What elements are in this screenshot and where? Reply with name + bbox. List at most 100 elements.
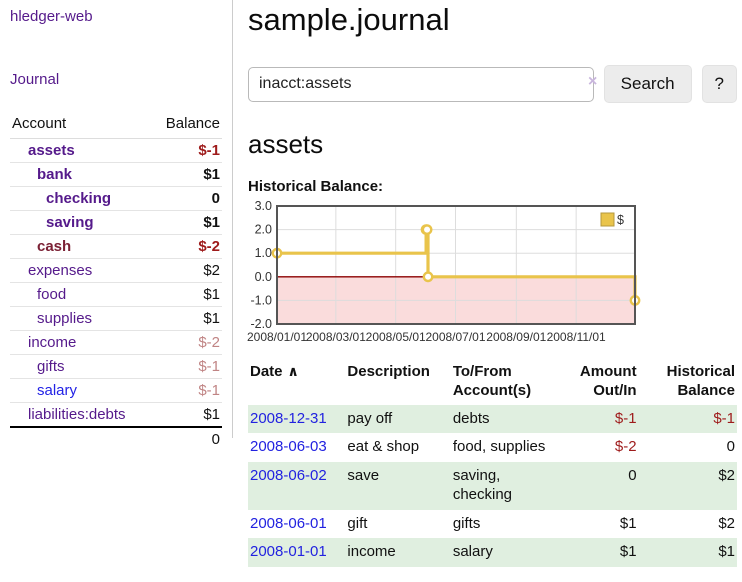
data-point-marker bbox=[421, 224, 433, 236]
x-axis-tick-label: 2008/07/01 bbox=[425, 330, 485, 344]
transaction-accounts: saving, checking bbox=[452, 467, 513, 503]
sidebar-item-journal[interactable]: Journal bbox=[10, 71, 60, 88]
page-title: sample.journal bbox=[248, 2, 450, 37]
sidebar-account-link[interactable]: checking bbox=[46, 190, 112, 207]
x-axis-tick-label: 2008/01/01 bbox=[247, 330, 307, 344]
accounts-column-header: To/From Account(s) bbox=[452, 363, 532, 399]
legend-swatch bbox=[600, 212, 615, 227]
sidebar-account-link[interactable]: salary bbox=[37, 382, 78, 399]
transaction-accounts: gifts bbox=[452, 514, 481, 532]
transaction-balance: $2 bbox=[718, 467, 735, 484]
app-title-link[interactable]: hledger-web bbox=[10, 8, 93, 25]
sort-ascending-icon: ∧ bbox=[287, 363, 299, 379]
account-balance-value: $-1 bbox=[150, 354, 222, 379]
account-balance-value: $-1 bbox=[150, 138, 222, 163]
transaction-accounts: salary bbox=[452, 543, 493, 561]
transaction-date-link[interactable]: 2008-06-02 bbox=[250, 467, 327, 484]
search-input[interactable] bbox=[248, 66, 594, 102]
account-column-header: Account bbox=[10, 111, 151, 139]
sidebar-account-link[interactable]: food bbox=[37, 286, 67, 303]
y-axis-tick-label: -2.0 bbox=[250, 317, 272, 331]
account-row: salary $-1 bbox=[10, 378, 222, 403]
transaction-date-link[interactable]: 2008-06-03 bbox=[250, 438, 327, 456]
x-axis-tick-label: 2008/03/01 bbox=[306, 330, 366, 344]
y-axis-tick-label: 1.0 bbox=[255, 246, 272, 260]
sidebar-account-link[interactable]: bank bbox=[37, 166, 73, 183]
sidebar-account-link[interactable]: cash bbox=[37, 238, 72, 255]
transaction-amount: $-1 bbox=[614, 409, 637, 427]
sidebar-account-link[interactable]: supplies bbox=[37, 310, 93, 327]
account-balance-value: $-1 bbox=[150, 378, 222, 403]
y-axis-tick-label: 2.0 bbox=[255, 223, 272, 237]
clear-search-icon[interactable]: × bbox=[588, 73, 598, 90]
account-balance-value: $1 bbox=[150, 306, 222, 331]
transaction-description: income bbox=[347, 543, 396, 561]
account-row: checking 0 bbox=[10, 186, 222, 211]
sidebar-account-link[interactable]: expenses bbox=[28, 262, 93, 279]
chart-title: Historical Balance: bbox=[248, 178, 384, 195]
account-row: saving $1 bbox=[10, 210, 222, 235]
help-button[interactable]: ? bbox=[701, 65, 737, 103]
transaction-amount: 0 bbox=[628, 467, 637, 484]
transaction-description: pay off bbox=[347, 409, 393, 427]
main-content: sample.journal × Search ? assets Histori… bbox=[247, 0, 737, 567]
transaction-date-link[interactable]: 2008-01-01 bbox=[250, 543, 327, 561]
balance-column-header-main: Historical Balance bbox=[666, 363, 735, 399]
search-button[interactable]: Search bbox=[603, 65, 692, 103]
transaction-amount: $1 bbox=[619, 514, 637, 532]
amount-column-header: Amount Out/In bbox=[579, 363, 637, 399]
account-row: assets $-1 bbox=[10, 138, 222, 163]
transaction-row: 2008-06-03 eat & shop food, supplies $-2 0 bbox=[248, 433, 737, 462]
date-column-header[interactable]: Date ∧ bbox=[250, 363, 299, 380]
historical-balance-chart: $3.0 2.0 1.0 0.0 -1.0 -2.0 2008/01/01 2008/03/0… bbox=[247, 199, 737, 348]
transaction-description: gift bbox=[347, 514, 368, 532]
search-form: × Search ? bbox=[248, 65, 737, 103]
x-axis-tick-label: 2008/05/01 bbox=[366, 330, 426, 344]
account-row: cash $-2 bbox=[10, 234, 222, 259]
x-axis-tick-label: 2008/11/01 bbox=[547, 330, 606, 344]
account-total-value: 0 bbox=[150, 426, 222, 451]
x-axis-tick-label: 2008/09/01 bbox=[486, 330, 546, 344]
account-heading: assets bbox=[248, 129, 324, 159]
account-balance-value: $1 bbox=[150, 210, 222, 235]
transaction-balance: $-1 bbox=[713, 409, 735, 427]
sidebar-account-link[interactable]: gifts bbox=[37, 358, 65, 375]
account-total-row: 0 bbox=[10, 426, 222, 451]
account-balance-value: $2 bbox=[150, 258, 222, 283]
register-table: Date ∧ Description To/From Account(s) Amo… bbox=[248, 361, 737, 567]
transaction-balance: $1 bbox=[718, 543, 735, 561]
account-balance-table: Account Balance assets $-1 bank $1 checking 0… bbox=[10, 111, 222, 451]
sidebar-account-link[interactable]: income bbox=[28, 334, 77, 351]
transaction-row: 2008-06-01 gift gifts $1 $2 bbox=[248, 510, 737, 539]
sidebar: hledger-web Journal Account Balance asse… bbox=[0, 0, 233, 451]
transaction-date-link[interactable]: 2008-06-01 bbox=[250, 514, 327, 532]
data-point-marker bbox=[422, 271, 434, 283]
sidebar-account-link[interactable]: liabilities:debts bbox=[28, 406, 126, 423]
account-balance-value: $1 bbox=[150, 402, 222, 428]
transaction-amount: $-2 bbox=[614, 438, 637, 456]
sidebar-account-link[interactable]: assets bbox=[28, 142, 75, 159]
transaction-description: eat & shop bbox=[347, 438, 420, 456]
sidebar-account-link[interactable]: saving bbox=[46, 214, 94, 231]
y-axis-tick-label: 0.0 bbox=[255, 270, 272, 284]
transaction-row: 2008-06-02 save saving, checking 0 $2 bbox=[248, 462, 737, 510]
transaction-date-link[interactable]: 2008-12-31 bbox=[250, 409, 327, 427]
y-axis-tick-label: 3.0 bbox=[255, 199, 272, 213]
transaction-accounts: debts bbox=[452, 409, 490, 427]
account-row: liabilities:debts $1 bbox=[10, 402, 222, 428]
description-column-header: Description bbox=[347, 363, 430, 380]
account-row: expenses $2 bbox=[10, 258, 222, 283]
account-table-body: assets $-1 bank $1 checking 0 saving $1 cash $-2 e… bbox=[10, 138, 222, 451]
account-balance-value: $1 bbox=[150, 162, 222, 187]
chart-border bbox=[276, 205, 636, 325]
account-row: supplies $1 bbox=[10, 306, 222, 331]
account-balance-value: $-2 bbox=[150, 330, 222, 355]
account-balance-value: $1 bbox=[150, 282, 222, 307]
chart-canvas: $3.0 2.0 1.0 0.0 -1.0 -2.02008/01/012008/03/0… bbox=[247, 199, 641, 344]
account-row: food $1 bbox=[10, 282, 222, 307]
register-table-body: 2008-12-31 pay off debts $-1 $-1 2008-06-03 ea… bbox=[248, 404, 737, 567]
account-row: bank $1 bbox=[10, 162, 222, 187]
transaction-row: 2008-01-01 income salary $1 $1 bbox=[248, 538, 737, 567]
transaction-description: save bbox=[347, 467, 380, 484]
transaction-accounts: food, supplies bbox=[452, 438, 546, 456]
